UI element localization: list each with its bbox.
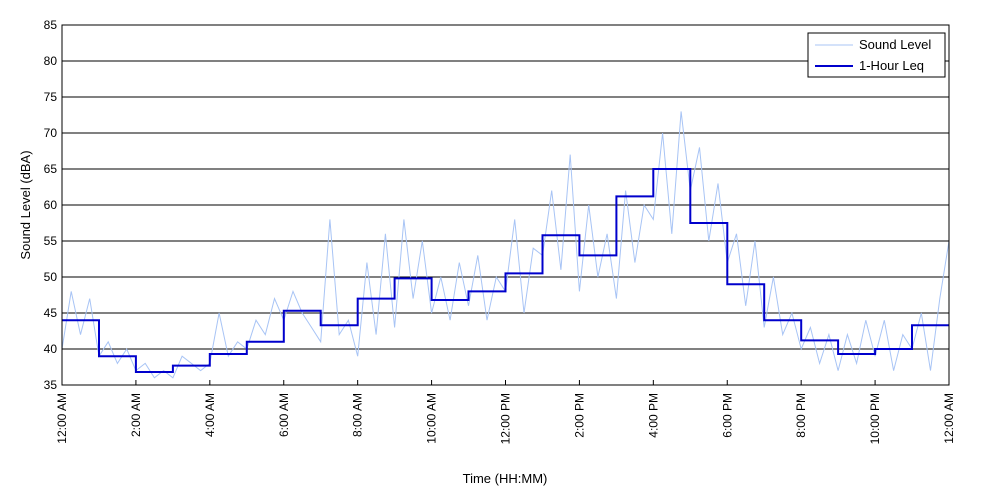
gridlines bbox=[62, 60, 949, 350]
sound-level-series bbox=[61, 111, 950, 379]
legend-label-leq: 1-Hour Leq bbox=[859, 58, 924, 73]
x-tick-label: 10:00 AM bbox=[425, 393, 439, 444]
y-tick-label: 40 bbox=[44, 342, 58, 356]
y-tick-label: 70 bbox=[44, 126, 58, 140]
y-tick-label: 60 bbox=[44, 198, 58, 212]
x-tick-label: 2:00 PM bbox=[572, 393, 586, 438]
y-tick-label: 75 bbox=[44, 90, 58, 104]
x-tick-label: 8:00 AM bbox=[351, 393, 365, 437]
x-tick-label: 4:00 AM bbox=[203, 393, 217, 437]
y-tick-label: 65 bbox=[44, 162, 58, 176]
y-axis-title: Sound Level (dBA) bbox=[18, 150, 33, 259]
y-tick-label: 35 bbox=[44, 378, 58, 392]
x-tick-label: 4:00 PM bbox=[646, 393, 660, 438]
x-tick-label: 8:00 PM bbox=[794, 393, 808, 438]
legend-box bbox=[807, 32, 946, 78]
x-tick-label: 6:00 PM bbox=[720, 393, 734, 438]
y-tick-label: 85 bbox=[44, 18, 58, 32]
x-tick-label: 2:00 AM bbox=[129, 393, 143, 437]
y-tick-label: 55 bbox=[44, 234, 58, 248]
leq-step-line bbox=[62, 168, 949, 373]
sound-level-line bbox=[61, 111, 950, 379]
x-tick-label: 6:00 AM bbox=[277, 393, 291, 437]
x-axis-ticks: 12:00 AM 2:00 AM 4:00 AM 6:00 AM 8:00 AM 10:0… bbox=[55, 380, 956, 444]
y-tick-label: 50 bbox=[44, 270, 58, 284]
x-tick-label: 12:00 AM bbox=[55, 393, 69, 444]
x-tick-label: 10:00 PM bbox=[868, 393, 882, 444]
legend: Sound Level 1-Hour Leq bbox=[807, 32, 946, 78]
y-tick-label: 80 bbox=[44, 54, 58, 68]
x-axis-title: Time (HH:MM) bbox=[463, 471, 548, 486]
y-axis-ticks: 35 40 45 50 55 60 65 70 75 80 85 bbox=[44, 18, 67, 392]
leq-series bbox=[62, 168, 949, 373]
x-tick-label: 12:00 AM bbox=[942, 393, 956, 444]
y-tick-label: 45 bbox=[44, 306, 58, 320]
x-tick-label: 12:00 PM bbox=[499, 393, 513, 444]
legend-label-sound-level: Sound Level bbox=[859, 37, 931, 52]
